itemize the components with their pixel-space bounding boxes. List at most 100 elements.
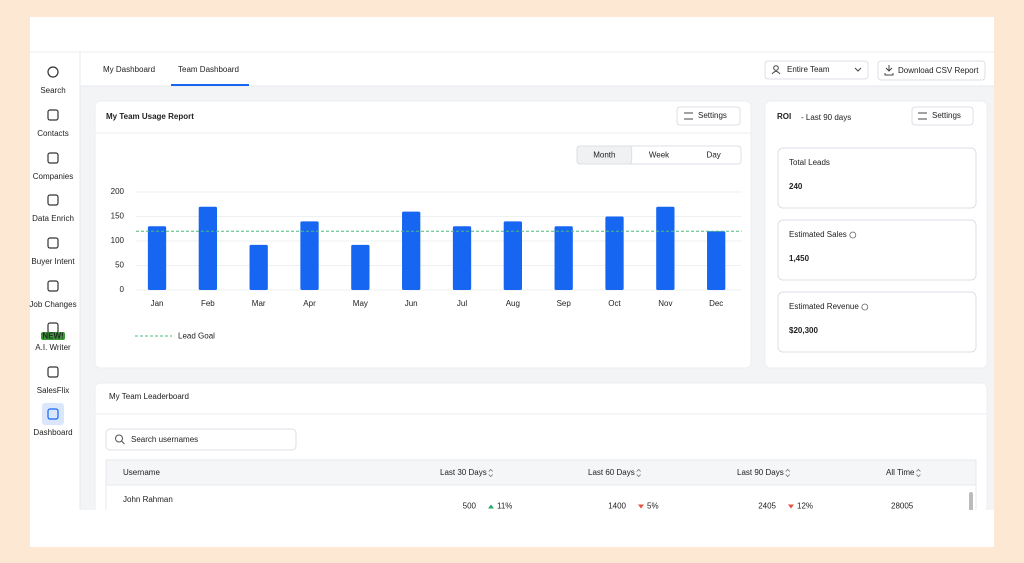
nav-icon — [47, 109, 59, 121]
y-tick-label: 100 — [111, 236, 125, 245]
nav-label[interactable]: Buyer Intent — [31, 257, 75, 266]
download-button[interactable] — [877, 60, 986, 81]
bar — [605, 216, 624, 290]
nav-icon — [47, 408, 59, 420]
nav-label[interactable]: SalesFlix — [37, 386, 69, 395]
badge: NEW! — [42, 332, 63, 341]
bar — [300, 221, 319, 290]
table-body: Username Last 30 Days Last 60 Days Last 90 … — [123, 468, 921, 511]
nav-icon — [47, 237, 59, 249]
chevron — [854, 67, 862, 72]
tab-underline — [171, 84, 249, 86]
column-header[interactable]: Last 30 Days — [440, 468, 487, 477]
y-tick-label: 150 — [111, 212, 125, 221]
nav-icon — [47, 280, 59, 292]
period-option[interactable]: Month — [593, 151, 615, 160]
search-icon — [121, 440, 125, 445]
y-tick-label: 0 — [120, 285, 125, 294]
trend-arrow — [488, 504, 494, 509]
roi-subtitle: - Last 90 days — [801, 113, 851, 122]
x-tick-label: Aug — [506, 299, 520, 308]
user-icon — [771, 71, 781, 75]
bar — [503, 221, 522, 290]
settings-icon — [918, 112, 927, 120]
nav-icon — [47, 194, 59, 206]
all-time: 28005 — [891, 502, 914, 511]
column-header[interactable]: All Time — [886, 468, 915, 477]
usage-card — [94, 100, 752, 369]
x-tick-label: May — [353, 299, 368, 308]
x-tick-label: Oct — [608, 299, 621, 308]
usage-title: My Team Usage Report — [106, 112, 194, 121]
period-change: 12% — [797, 502, 813, 511]
nav-label[interactable]: Job Changes — [29, 300, 76, 309]
tab[interactable]: Team Dashboard — [178, 65, 239, 74]
y-tick-label: 50 — [115, 261, 124, 270]
tab[interactable]: My Dashboard — [103, 65, 155, 74]
period-change: 5% — [647, 502, 659, 511]
top-bar: Entire Team Download CSV Report My Dashb… — [103, 60, 986, 86]
bottom-frame — [30, 510, 994, 547]
badge-bg — [41, 332, 65, 340]
bar — [351, 244, 370, 290]
username: John Rahman — [123, 495, 173, 504]
trend-arrow — [638, 504, 644, 509]
x-tick-label: Jan — [151, 299, 164, 308]
search-icon — [115, 434, 123, 443]
roi-settings-button[interactable] — [911, 106, 974, 126]
x-tick-label: Jun — [405, 299, 418, 308]
legend-label: Lead Goal — [178, 332, 215, 341]
trend-arrow — [788, 504, 794, 509]
nav-label[interactable]: Contacts — [37, 129, 69, 138]
x-tick-label: Mar — [252, 299, 266, 308]
metric-value: 240 — [789, 182, 803, 191]
team-select[interactable] — [764, 60, 869, 80]
nav-label[interactable]: Dashboard — [33, 428, 72, 437]
search-placeholder: Search usernames — [131, 435, 198, 444]
team-select-label: Entire Team — [787, 65, 830, 74]
x-tick-label: Dec — [709, 299, 723, 308]
active-highlight — [42, 403, 64, 425]
settings-button[interactable] — [676, 106, 741, 126]
bar — [198, 206, 217, 290]
table-header — [105, 459, 977, 486]
nav-label[interactable]: Companies — [33, 172, 73, 181]
nav-icon — [47, 152, 59, 164]
sort-icon — [636, 468, 641, 478]
search-box[interactable] — [105, 428, 297, 451]
bar — [656, 206, 675, 290]
sort-icon — [916, 468, 921, 478]
period-option[interactable]: Week — [649, 151, 670, 160]
x-tick-label: Jul — [457, 299, 467, 308]
column-header[interactable]: Last 90 Days — [737, 468, 784, 477]
x-tick-label: Sep — [557, 299, 572, 308]
metric-label: Total Leads — [789, 158, 830, 167]
info-icon — [849, 231, 857, 239]
metric-card — [777, 147, 977, 209]
period-value: 2405 — [758, 502, 776, 511]
leaderboard-title: My Team Leaderboard — [109, 392, 189, 401]
metric-value: 1,450 — [789, 254, 810, 263]
sidebar: Search Contacts Companies Data Enrich Buyer … — [29, 66, 77, 437]
roi-settings-label: Settings — [932, 111, 961, 120]
column-header[interactable]: Last 60 Days — [588, 468, 635, 477]
period-value: 500 — [463, 502, 477, 511]
nav-label[interactable]: A.I. Writer — [35, 343, 71, 352]
bar — [147, 226, 167, 290]
user-icon — [773, 65, 779, 71]
roi-cards: Total Leads 240 Estimated Sales 1,450 Estima… — [777, 147, 977, 353]
nav-icon — [47, 366, 59, 378]
bar — [249, 244, 268, 290]
settings-icon — [684, 112, 693, 120]
download-label: Download CSV Report — [898, 66, 979, 75]
bar — [402, 211, 421, 290]
nav-label[interactable]: Search — [40, 86, 65, 95]
metric-card — [777, 291, 977, 353]
period-change: 11% — [497, 502, 512, 511]
bar — [554, 226, 573, 290]
period-option[interactable]: Day — [707, 151, 721, 160]
bar — [707, 231, 726, 290]
x-tick-label: Feb — [201, 299, 215, 308]
nav-label[interactable]: Data Enrich — [32, 214, 74, 223]
